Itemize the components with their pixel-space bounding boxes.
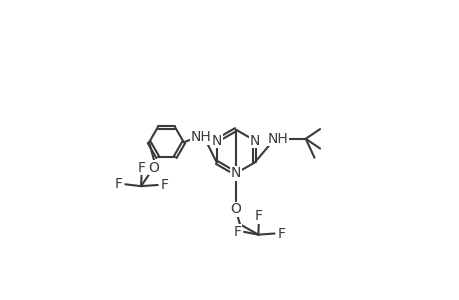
Text: F: F (114, 177, 122, 191)
Text: O: O (230, 202, 241, 216)
Text: F: F (277, 226, 285, 241)
Text: F: F (233, 225, 241, 239)
Text: N: N (230, 167, 241, 180)
Text: N: N (249, 134, 259, 148)
Text: NH: NH (190, 130, 211, 144)
Text: NH: NH (267, 132, 287, 146)
Text: F: F (137, 161, 146, 175)
Text: F: F (254, 209, 262, 223)
Text: F: F (160, 178, 168, 192)
Text: O: O (148, 161, 159, 175)
Text: N: N (211, 134, 221, 148)
